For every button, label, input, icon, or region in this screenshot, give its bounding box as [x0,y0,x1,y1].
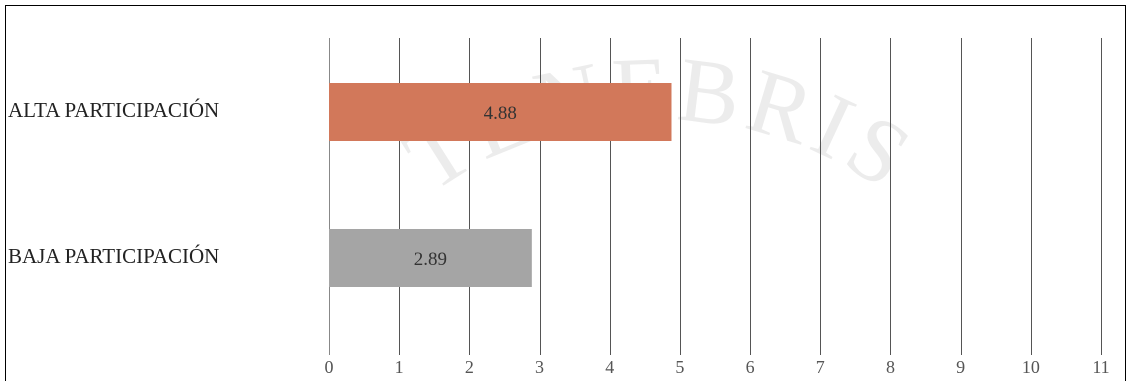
x-tick-8: 8 [886,357,895,377]
category-label-baja: BAJA PARTICIPACIÓN [8,244,220,268]
x-tick-3: 3 [535,357,544,377]
x-tick-0: 0 [325,357,334,377]
x-tick-1: 1 [395,357,404,377]
x-tick-5: 5 [675,357,684,377]
x-tick-9: 9 [956,357,965,377]
x-tick-2: 2 [465,357,474,377]
category-label-alta: ALTA PARTICIPACIÓN [8,98,220,122]
bars [329,83,672,287]
x-tick-4: 4 [605,357,614,377]
x-tick-labels: 0 1 2 3 4 5 6 7 8 9 10 11 [325,357,1110,377]
x-tick-6: 6 [746,357,755,377]
data-label-baja: 2.89 [414,249,447,270]
data-label-alta: 4.88 [484,103,517,124]
x-tick-7: 7 [816,357,825,377]
chart-frame [5,5,1126,381]
x-tick-11: 11 [1092,357,1109,377]
x-tick-10: 10 [1022,357,1040,377]
bar-baja [329,229,532,287]
bar-alta [329,83,672,141]
data-labels: 4.88 2.89 [414,103,517,270]
